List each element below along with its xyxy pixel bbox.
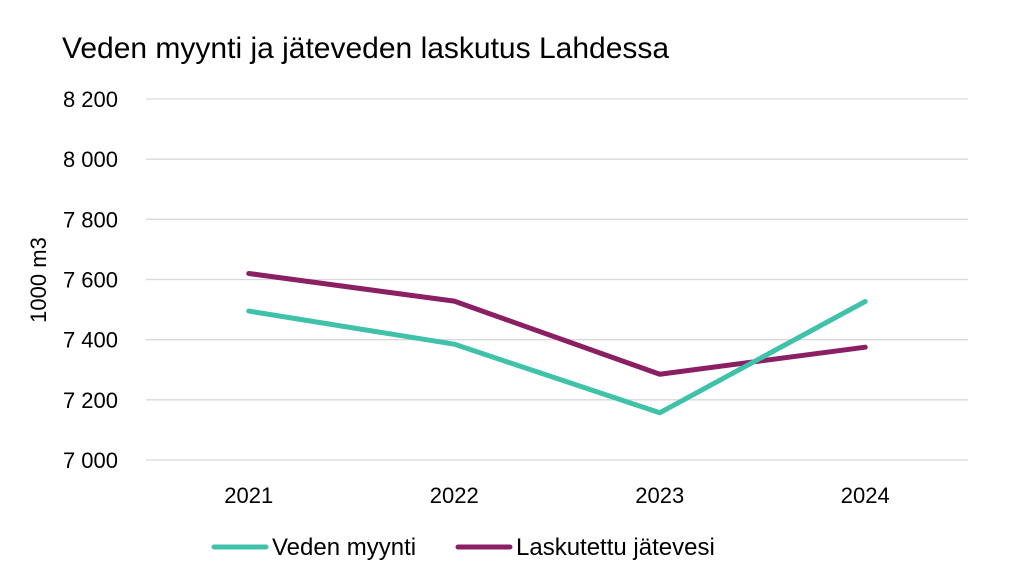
- series-lines: [246, 270, 868, 416]
- x-tick-label: 2021: [224, 483, 273, 508]
- y-tick-label: 8 000: [63, 147, 118, 172]
- y-tick-label: 7 000: [63, 448, 118, 473]
- legend-item-laskutettu-jatevesi: Laskutettu jätevesi: [455, 534, 715, 561]
- y-tick-labels: 7 000 7 200 7 400 7 600 7 800 8 000 8 200: [63, 87, 118, 473]
- legend-item-veden-myynti: Veden myynti: [211, 534, 416, 561]
- series-line-laskutettu-jatevesi: [246, 270, 868, 377]
- x-tick-label: 2023: [635, 483, 684, 508]
- legend-label: Veden myynti: [272, 534, 416, 561]
- legend-label: Laskutettu jätevesi: [516, 534, 715, 561]
- y-tick-label: 7 800: [63, 207, 118, 232]
- x-tick-label: 2024: [841, 483, 890, 508]
- x-tick-label: 2022: [430, 483, 479, 508]
- y-tick-label: 8 200: [63, 87, 118, 112]
- series-line-veden-myynti: [246, 298, 868, 416]
- y-tick-label: 7 400: [63, 328, 118, 353]
- y-tick-label: 7 600: [63, 268, 118, 293]
- legend: Veden myynti Laskutettu jätevesi: [211, 534, 715, 561]
- y-tick-label: 7 200: [63, 388, 118, 413]
- chart-title: Veden myynti ja jäteveden laskutus Lahde…: [62, 32, 669, 65]
- x-tick-labels: 2021 2022 2023 2024: [224, 483, 889, 508]
- y-axis-label: 1000 m3: [26, 237, 51, 323]
- gridlines: [146, 98, 968, 461]
